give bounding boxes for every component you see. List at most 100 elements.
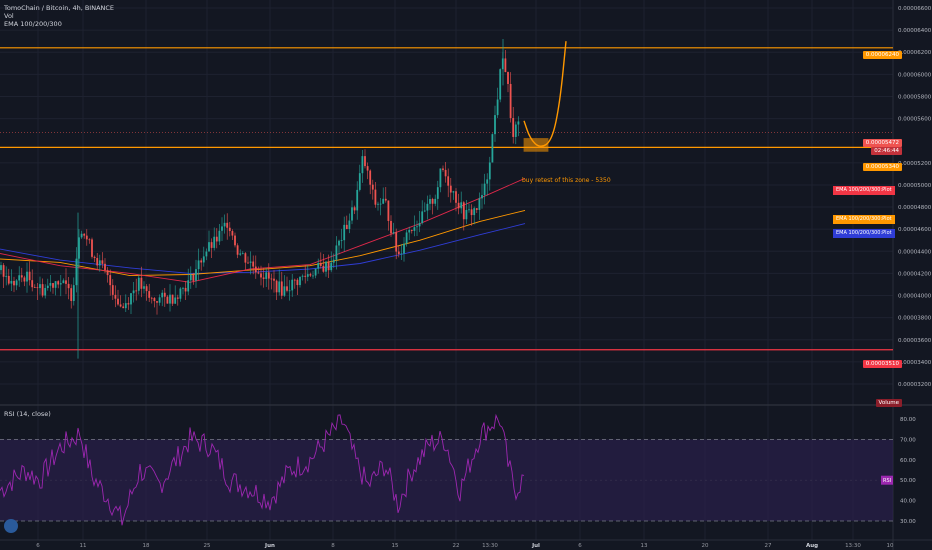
candle[interactable] xyxy=(340,240,343,241)
candle[interactable] xyxy=(46,285,49,289)
candle[interactable] xyxy=(93,256,96,258)
price-projection[interactable] xyxy=(523,41,567,147)
candle[interactable] xyxy=(348,220,351,229)
candle[interactable] xyxy=(59,283,62,285)
candle[interactable] xyxy=(137,277,140,291)
candle[interactable] xyxy=(364,156,366,167)
candle[interactable] xyxy=(475,208,478,210)
candle[interactable] xyxy=(202,256,205,263)
candle[interactable] xyxy=(330,262,333,271)
candle[interactable] xyxy=(67,283,70,289)
candle[interactable] xyxy=(449,185,452,193)
candle[interactable] xyxy=(392,232,395,234)
candle[interactable] xyxy=(304,275,307,277)
candle[interactable] xyxy=(156,301,158,303)
candle[interactable] xyxy=(512,118,515,137)
candle[interactable] xyxy=(18,275,21,281)
candle[interactable] xyxy=(83,233,86,236)
candle[interactable] xyxy=(10,280,13,284)
candle[interactable] xyxy=(434,198,437,204)
candle[interactable] xyxy=(15,280,18,286)
candle[interactable] xyxy=(205,251,208,257)
candle[interactable] xyxy=(192,274,195,281)
candle[interactable] xyxy=(343,224,346,241)
candle[interactable] xyxy=(75,258,78,286)
candle[interactable] xyxy=(288,290,291,292)
candle[interactable] xyxy=(80,233,83,238)
candle[interactable] xyxy=(62,280,65,284)
candle[interactable] xyxy=(26,271,28,282)
candle[interactable] xyxy=(39,284,41,289)
candle[interactable] xyxy=(5,275,8,277)
candle[interactable] xyxy=(421,211,424,224)
candle[interactable] xyxy=(145,286,148,292)
candle[interactable] xyxy=(117,298,119,305)
buy-zone-annotation[interactable]: buy retest of this zone - 5350 xyxy=(522,177,611,184)
candle[interactable] xyxy=(215,236,218,242)
candle[interactable] xyxy=(509,83,512,119)
candle[interactable] xyxy=(470,209,473,216)
rsi-line[interactable] xyxy=(0,413,525,526)
candle[interactable] xyxy=(286,286,288,291)
candle[interactable] xyxy=(241,253,244,255)
candle[interactable] xyxy=(72,285,75,301)
ema-legend[interactable]: EMA 100/200/300 xyxy=(4,20,62,28)
candle[interactable] xyxy=(301,275,304,277)
candle[interactable] xyxy=(374,189,377,205)
candle[interactable] xyxy=(517,121,520,125)
candle[interactable] xyxy=(44,288,47,296)
candle[interactable] xyxy=(395,232,398,252)
candle[interactable] xyxy=(473,208,476,216)
candle[interactable] xyxy=(278,281,281,293)
candle[interactable] xyxy=(140,277,143,289)
candle[interactable] xyxy=(98,260,101,266)
candle[interactable] xyxy=(158,297,161,303)
candle[interactable] xyxy=(171,294,174,304)
candle[interactable] xyxy=(439,168,442,188)
candle[interactable] xyxy=(283,286,286,296)
horizontal-levels[interactable] xyxy=(0,47,893,351)
candle[interactable] xyxy=(387,200,390,221)
candle[interactable] xyxy=(397,251,400,255)
candle[interactable] xyxy=(478,198,481,210)
candle[interactable] xyxy=(371,184,374,190)
candle[interactable] xyxy=(460,202,463,209)
candle[interactable] xyxy=(496,99,499,116)
candle[interactable] xyxy=(218,230,221,242)
candle[interactable] xyxy=(444,169,447,177)
candle[interactable] xyxy=(0,265,2,271)
candle[interactable] xyxy=(88,239,91,241)
candle[interactable] xyxy=(33,287,36,289)
candle[interactable] xyxy=(124,303,127,309)
candle[interactable] xyxy=(358,173,361,190)
candle[interactable] xyxy=(127,303,130,305)
candle[interactable] xyxy=(309,274,312,276)
candle[interactable] xyxy=(7,275,10,284)
rsi-legend[interactable]: RSI (14, close) xyxy=(4,410,51,418)
candle[interactable] xyxy=(426,203,429,211)
candle[interactable] xyxy=(176,297,179,299)
candle[interactable] xyxy=(260,273,262,278)
tradingview-logo-icon[interactable] xyxy=(4,519,18,533)
candle[interactable] xyxy=(436,187,439,199)
candle[interactable] xyxy=(91,239,93,257)
candle[interactable] xyxy=(28,271,31,281)
candle[interactable] xyxy=(280,281,283,296)
candle[interactable] xyxy=(244,253,247,263)
candle[interactable] xyxy=(405,232,408,244)
candle[interactable] xyxy=(382,198,385,204)
candle[interactable] xyxy=(52,283,54,288)
candle[interactable] xyxy=(314,268,317,276)
candle[interactable] xyxy=(335,245,338,260)
candle[interactable] xyxy=(169,294,171,304)
candle[interactable] xyxy=(465,210,468,220)
candle[interactable] xyxy=(400,253,403,255)
candle[interactable] xyxy=(291,279,294,291)
candle[interactable] xyxy=(106,270,109,276)
candle[interactable] xyxy=(252,261,255,267)
candle[interactable] xyxy=(70,288,73,301)
candle[interactable] xyxy=(262,277,265,279)
candle[interactable] xyxy=(41,284,44,296)
candle[interactable] xyxy=(234,235,236,246)
